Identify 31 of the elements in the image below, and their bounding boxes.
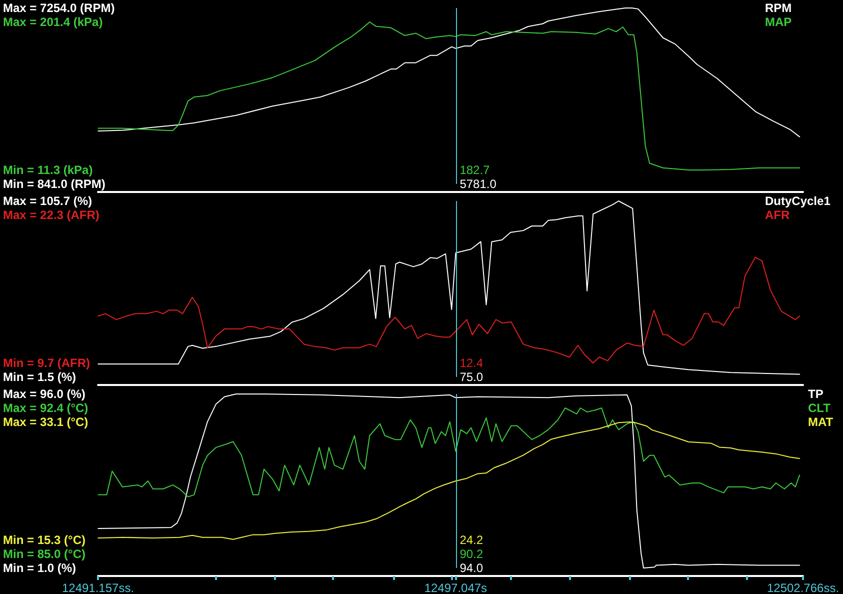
x-tick-label: 12491.157ss. <box>62 581 134 594</box>
x-tick-label: 12497.047s <box>424 581 488 594</box>
y-tick-label: Min = 841.0 (RPM) <box>3 177 106 191</box>
text: TP <box>808 387 824 401</box>
y2-tick-label: Min = 85.0 (°C) <box>3 547 86 561</box>
text: CLT <box>808 401 832 415</box>
annotation: 90.2 <box>460 547 484 561</box>
text: DutyCycle1 <box>765 194 831 208</box>
y2-tick-label: Max = 22.3 (AFR) <box>3 208 100 222</box>
y2-tick-label: Min = 9.7 (AFR) <box>3 356 90 370</box>
annotation: 94.0 <box>460 561 484 575</box>
annotation: 24.2 <box>460 533 484 547</box>
y3-tick-label: Min = 15.3 (°C) <box>3 533 86 547</box>
y2-tick-label: Max = 201.4 (kPa) <box>3 15 103 29</box>
annotation: 182.7 <box>460 163 490 177</box>
annotation: 75.0 <box>460 370 484 384</box>
y-tick-label: Max = 96.0 (%) <box>3 387 86 401</box>
text: AFR <box>765 208 790 222</box>
y-tick-label: Max = 7254.0 (RPM) <box>3 1 115 15</box>
text: MAP <box>765 15 792 29</box>
y2-tick-label: Min = 11.3 (kPa) <box>3 163 93 177</box>
text: MAT <box>808 415 834 429</box>
y-tick-label: Min = 1.0 (%) <box>3 561 76 575</box>
annotation: 12.4 <box>460 356 484 370</box>
y3-tick-label: Max = 33.1 (°C) <box>3 415 88 429</box>
y2-tick-label: Max = 92.4 (°C) <box>3 401 88 415</box>
y-tick-label: Min = 1.5 (%) <box>3 370 76 384</box>
y-tick-label: Max = 105.7 (%) <box>3 194 92 208</box>
text: RPM <box>765 1 792 15</box>
annotation: 5781.0 <box>460 177 497 191</box>
x-tick-label: 12502.766ss. <box>766 581 840 594</box>
